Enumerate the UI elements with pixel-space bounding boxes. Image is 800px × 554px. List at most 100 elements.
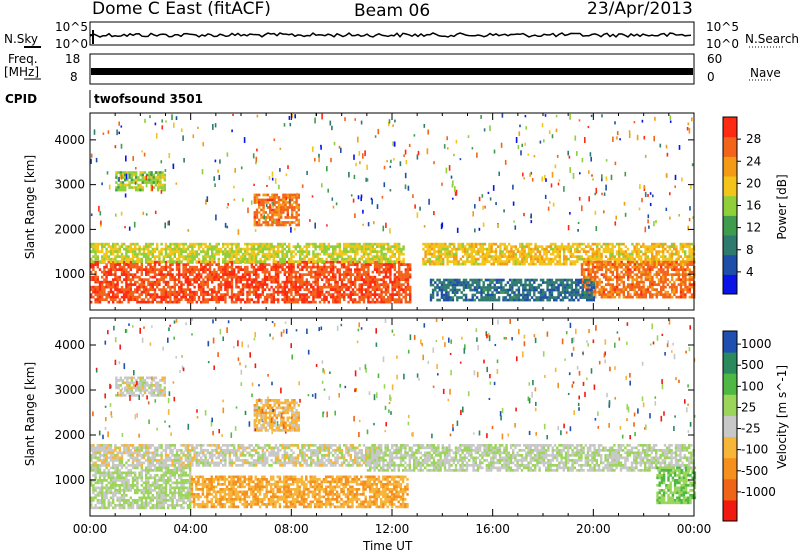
data-cell xyxy=(499,255,502,258)
data-cell xyxy=(382,280,385,284)
data-cell xyxy=(474,204,476,209)
data-cell xyxy=(171,273,174,276)
data-cell xyxy=(164,265,168,269)
data-cell xyxy=(255,278,258,281)
data-cell xyxy=(323,273,326,276)
data-cell xyxy=(622,242,625,246)
data-cell xyxy=(94,288,97,291)
data-cell xyxy=(568,283,571,287)
data-cell xyxy=(373,257,377,261)
data-cell xyxy=(439,242,443,246)
data-cell xyxy=(193,265,196,269)
data-cell xyxy=(202,290,205,294)
data-cell xyxy=(548,288,551,292)
data-cell xyxy=(140,263,143,266)
data-cell xyxy=(211,293,214,296)
data-cell xyxy=(354,255,357,258)
data-cell xyxy=(651,260,654,264)
data-cell xyxy=(365,250,368,253)
data-cell xyxy=(489,296,492,299)
data-cell xyxy=(510,255,513,258)
data-cell xyxy=(134,273,137,276)
data-cell xyxy=(255,255,258,258)
data-cell xyxy=(356,252,359,256)
data-cell xyxy=(446,257,449,261)
data-cell xyxy=(510,245,513,248)
data-cell xyxy=(530,242,533,246)
data-cell xyxy=(646,255,649,258)
data-cell xyxy=(365,280,368,284)
data-cell xyxy=(530,257,533,261)
data-cell xyxy=(532,250,535,253)
data-cell xyxy=(651,265,654,269)
data-cell xyxy=(580,263,584,266)
data-cell xyxy=(195,260,198,263)
data-cell xyxy=(241,260,245,263)
data-cell xyxy=(211,270,214,274)
data-cell xyxy=(640,250,643,253)
data-cell xyxy=(349,270,352,274)
data-cell xyxy=(167,270,170,274)
data-cell xyxy=(380,298,383,301)
data-cell xyxy=(115,186,118,189)
data-cell xyxy=(566,291,569,294)
data-cell xyxy=(128,176,131,179)
data-cell xyxy=(389,270,392,274)
data-cell xyxy=(475,257,478,261)
data-cell xyxy=(138,252,141,256)
data-cell xyxy=(605,260,608,264)
data-cell xyxy=(393,245,396,248)
data-cell xyxy=(125,245,128,248)
data-cell xyxy=(620,247,623,251)
data-cell xyxy=(631,280,634,284)
data-cell xyxy=(508,242,511,246)
data-cell xyxy=(219,280,223,284)
data-cell xyxy=(543,252,546,256)
data-cell xyxy=(677,278,680,281)
data-cell xyxy=(219,275,223,279)
data-cell xyxy=(648,260,652,263)
data-cell xyxy=(329,283,333,286)
data-cell xyxy=(237,257,240,261)
data-cell xyxy=(642,285,645,289)
data-cell xyxy=(580,265,584,269)
data-cell xyxy=(257,260,260,263)
data-cell xyxy=(224,278,227,281)
data-cell xyxy=(575,283,578,287)
data-cell xyxy=(609,283,612,286)
data-cell xyxy=(332,273,335,276)
data-cell xyxy=(235,300,238,304)
data-cell xyxy=(624,245,627,248)
data-cell xyxy=(222,283,225,286)
data-cell xyxy=(651,252,654,256)
data-cell xyxy=(633,290,636,294)
data-cell xyxy=(296,280,300,284)
data-cell xyxy=(475,250,478,253)
data-cell xyxy=(528,286,532,289)
data-cell xyxy=(92,268,95,271)
data-cell xyxy=(358,273,361,276)
data-cell xyxy=(435,242,438,246)
data-cell xyxy=(288,193,292,197)
data-cell xyxy=(134,181,137,185)
data-cell xyxy=(145,265,148,269)
data-cell xyxy=(395,260,399,263)
data-cell xyxy=(535,278,538,282)
data-cell xyxy=(312,295,315,299)
data-cell xyxy=(633,265,636,269)
data-cell xyxy=(590,114,593,117)
data-cell xyxy=(631,257,634,261)
data-cell xyxy=(583,278,587,282)
data-cell xyxy=(213,298,216,301)
data-cell xyxy=(560,245,564,248)
data-cell xyxy=(469,283,472,287)
data-cell xyxy=(343,273,346,276)
data-cell xyxy=(690,247,693,251)
data-cell xyxy=(228,285,231,289)
data-cell xyxy=(283,273,286,276)
data-cell xyxy=(679,283,683,286)
data-cell xyxy=(673,265,676,269)
data-cell xyxy=(182,265,185,269)
data-cell xyxy=(224,298,227,301)
data-cell xyxy=(123,278,126,281)
